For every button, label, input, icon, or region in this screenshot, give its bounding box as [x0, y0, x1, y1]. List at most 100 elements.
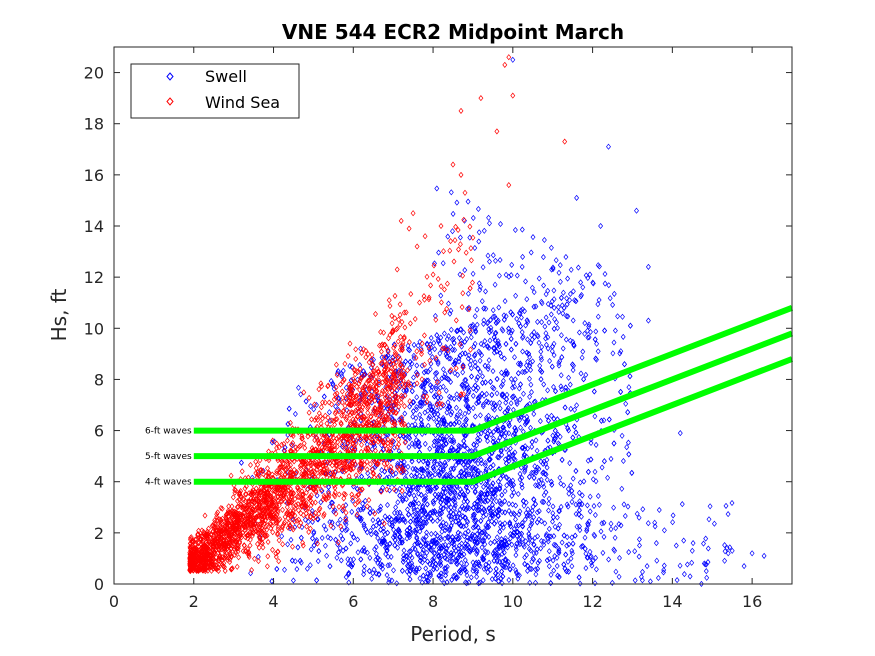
- swell-point: [413, 466, 418, 473]
- swell-point: [563, 253, 569, 261]
- swell-point: [448, 513, 454, 520]
- swell-point: [431, 393, 437, 400]
- swell-point: [467, 548, 473, 555]
- wind-sea-point: [270, 437, 276, 444]
- wind-sea-point: [333, 384, 339, 391]
- wind-sea-point: [359, 349, 365, 356]
- swell-point: [408, 472, 414, 479]
- swell-point: [470, 214, 476, 222]
- swell-point: [546, 525, 552, 532]
- wind-sea-point: [397, 356, 403, 363]
- swell-point: [337, 516, 343, 523]
- wind-sea-point: [229, 503, 235, 510]
- swell-point: [491, 490, 497, 497]
- swell-point: [453, 547, 459, 554]
- wind-sea-point: [339, 441, 345, 448]
- swell-point: [524, 418, 530, 425]
- wind-sea-point: [287, 419, 293, 426]
- swell-point: [463, 464, 469, 471]
- swell-point: [514, 540, 520, 547]
- swell-point: [546, 417, 551, 424]
- swell-point: [592, 336, 598, 343]
- swell-point: [488, 540, 494, 547]
- swell-point: [636, 553, 642, 560]
- wind-sea-point: [332, 489, 338, 496]
- swell-point: [466, 352, 472, 359]
- swell-point: [495, 427, 501, 434]
- swell-point: [343, 502, 349, 509]
- swell-point: [477, 437, 483, 444]
- swell-point: [472, 244, 478, 252]
- swell-point: [576, 489, 582, 496]
- swell-point: [426, 471, 432, 479]
- wind-sea-point: [322, 412, 328, 419]
- swell-point: [536, 508, 542, 515]
- wind-sea-point: [400, 339, 406, 346]
- swell-point: [550, 557, 556, 564]
- swell-point: [405, 463, 411, 470]
- swell-point: [681, 571, 687, 578]
- swell-point: [469, 533, 475, 540]
- swell-point: [296, 384, 301, 391]
- swell-point: [523, 538, 529, 545]
- wind-sea-point: [347, 340, 353, 347]
- swell-point: [454, 412, 460, 419]
- swell-point: [585, 468, 591, 475]
- swell-point: [472, 518, 478, 525]
- swell-point: [346, 579, 352, 586]
- swell-point: [456, 458, 462, 465]
- swell-point: [606, 282, 612, 289]
- swell-point: [461, 382, 467, 390]
- swell-point: [368, 357, 374, 364]
- swell-point: [593, 478, 599, 485]
- swell-point: [499, 501, 505, 508]
- swell-point: [348, 540, 354, 547]
- swell-point: [480, 264, 486, 271]
- swell-point: [468, 546, 474, 553]
- swell-point: [565, 275, 571, 282]
- swell-point: [474, 442, 480, 449]
- wind-sea-point: [357, 386, 363, 393]
- swell-point: [358, 515, 364, 522]
- swell-point: [500, 377, 506, 384]
- swell-point: [316, 548, 322, 555]
- swell-point: [479, 390, 485, 397]
- swell-point: [431, 415, 437, 422]
- swell-point: [326, 488, 331, 496]
- wind-sea-point: [282, 471, 288, 478]
- wind-sea-point: [234, 504, 240, 511]
- swell-point: [422, 556, 428, 563]
- swell-point: [390, 406, 396, 413]
- wind-sea-point: [248, 528, 253, 535]
- swell-point: [430, 509, 436, 516]
- swell-point: [593, 355, 599, 362]
- swell-point: [531, 514, 537, 521]
- swell-point: [417, 557, 423, 564]
- swell-point: [415, 342, 421, 349]
- swell-point: [532, 334, 537, 341]
- wind-sea-point: [201, 565, 207, 572]
- swell-point: [565, 425, 571, 432]
- wind-sea-point: [313, 489, 319, 496]
- swell-point: [701, 540, 706, 547]
- swell-point: [377, 556, 382, 563]
- swell-point: [549, 412, 554, 419]
- swell-point: [485, 497, 491, 504]
- swell-point: [302, 516, 308, 523]
- wind-sea-point: [249, 522, 255, 529]
- swell-point: [514, 569, 519, 576]
- swell-point: [506, 450, 512, 457]
- swell-point: [397, 534, 403, 541]
- swell-point: [427, 561, 433, 568]
- swell-point: [512, 354, 517, 361]
- swell-point: [517, 310, 523, 317]
- swell-point: [536, 275, 542, 282]
- swell-point: [375, 517, 381, 524]
- wind-sea-point: [273, 501, 279, 508]
- swell-point: [431, 442, 437, 449]
- wind-sea-point: [200, 537, 206, 544]
- swell-point: [620, 333, 626, 340]
- swell-point: [653, 540, 659, 547]
- swell-point: [395, 544, 401, 551]
- swell-point: [541, 236, 547, 244]
